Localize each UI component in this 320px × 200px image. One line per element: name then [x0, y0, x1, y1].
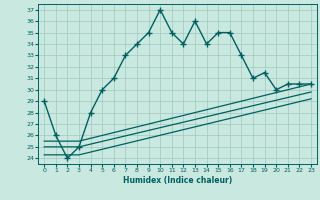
X-axis label: Humidex (Indice chaleur): Humidex (Indice chaleur): [123, 176, 232, 185]
